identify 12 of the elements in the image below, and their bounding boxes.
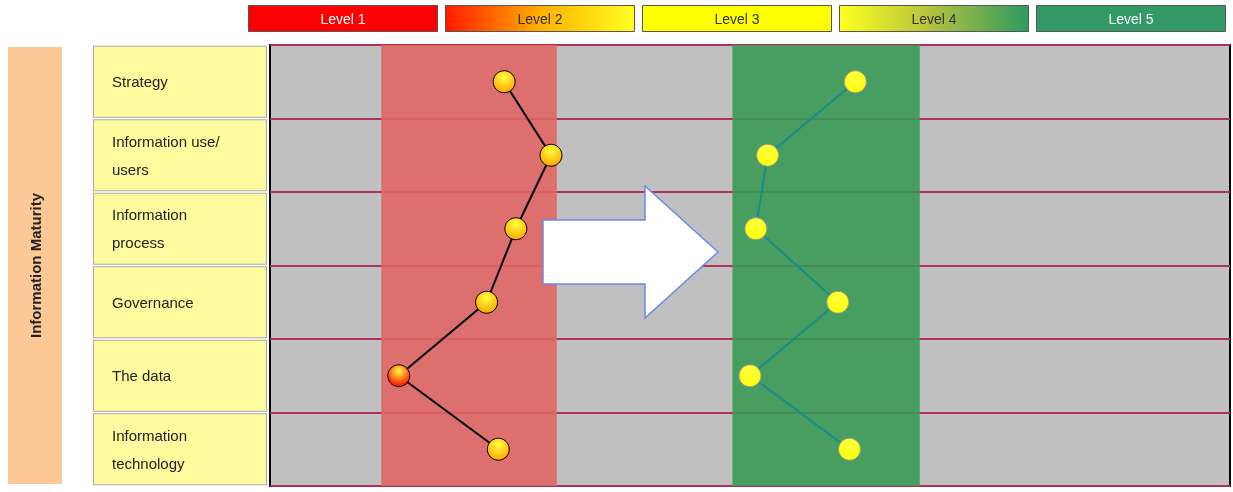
text: Level 3 xyxy=(714,10,760,27)
y-tick-label: Information use/users xyxy=(112,132,221,178)
y-axis-title: Information Maturity xyxy=(26,192,44,338)
text: Level 2 xyxy=(517,10,563,27)
y-tick-label: Strategy xyxy=(112,73,169,91)
text: Level 5 xyxy=(1108,10,1154,27)
text: Level 1 xyxy=(320,10,366,27)
text: Level 4 xyxy=(911,10,957,27)
y-tick-label: Information technology xyxy=(112,426,192,472)
y-tick-label: Governance xyxy=(112,293,194,311)
y-tick-label: The data xyxy=(112,367,172,385)
y-tick-label: Information process xyxy=(112,206,192,252)
